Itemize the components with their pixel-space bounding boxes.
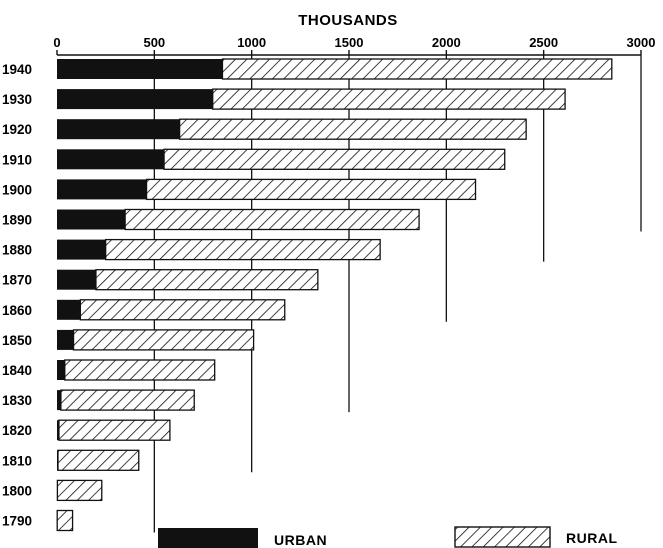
bar-rural-1940 <box>221 58 613 80</box>
bar-rural-1930 <box>212 88 566 110</box>
legend-swatch-urban <box>158 528 258 548</box>
bar-rural-1900 <box>145 178 477 201</box>
bar-urban-1880 <box>57 239 106 260</box>
bar-urban-1890 <box>57 209 126 230</box>
bar-urban-1940 <box>57 59 223 79</box>
x-tick-label: 3000 <box>627 35 656 50</box>
bar-urban-1910 <box>57 149 165 170</box>
category-label-1880: 1880 <box>2 243 32 258</box>
x-axis: 0 500 1000 1500 2000 2500 3000 <box>53 35 656 56</box>
bar-urban-1930 <box>57 89 213 110</box>
bar-rural-1910 <box>163 148 506 170</box>
bar-rural-1840 <box>64 359 216 381</box>
category-label-1900: 1900 <box>2 182 32 197</box>
bar-rural-1830 <box>60 389 195 411</box>
category-label-1890: 1890 <box>2 213 32 228</box>
category-label-1800: 1800 <box>2 483 32 498</box>
legend-label-rural: RURAL <box>566 530 618 546</box>
x-tick-label: 1500 <box>335 35 364 50</box>
bar-rural-1810 <box>57 449 140 471</box>
bar-rural-1890 <box>124 208 420 231</box>
x-tick-label: 2500 <box>529 35 558 50</box>
category-label-1920: 1920 <box>2 122 32 137</box>
category-label-1810: 1810 <box>2 453 32 468</box>
bar-rural-1820 <box>58 419 171 441</box>
category-label-1860: 1860 <box>2 303 32 318</box>
bar-rural-1920 <box>178 118 527 140</box>
x-tick-label: 2000 <box>432 35 461 50</box>
bar-urban-1900 <box>57 179 147 200</box>
category-label-1850: 1850 <box>2 333 32 348</box>
bar-urban-1850 <box>57 329 74 350</box>
chart-title: THOUSANDS <box>298 12 398 29</box>
category-label-1830: 1830 <box>2 393 32 408</box>
category-label-1790: 1790 <box>2 514 32 529</box>
y-axis-category-labels: 1940 1930 1920 1910 1900 1890 1880 1870 1860 1850… <box>2 62 32 529</box>
bar-urban-1920 <box>57 119 180 140</box>
legend-swatch-rural <box>454 526 551 548</box>
bar-rural-1880 <box>105 238 381 261</box>
bar-urban-1810 <box>57 450 58 471</box>
bar-urban-1860 <box>57 299 81 320</box>
bar-rural-1790 <box>56 509 74 532</box>
bar-rural-1870 <box>95 269 319 291</box>
bar-urban-1820 <box>57 420 59 441</box>
category-label-1910: 1910 <box>2 152 32 167</box>
x-tick-label: 0 <box>53 35 60 50</box>
bar-rural-1860 <box>79 299 286 321</box>
bar-urban-1830 <box>57 390 61 411</box>
x-tick-label: 1000 <box>237 35 266 50</box>
bar-series <box>56 58 613 532</box>
legend: URBAN RURAL <box>158 526 618 548</box>
bar-rural-1850 <box>72 329 255 351</box>
bar-urban-1870 <box>57 269 96 290</box>
bar-urban-1840 <box>57 360 65 380</box>
category-label-1940: 1940 <box>2 62 32 77</box>
category-label-1820: 1820 <box>2 423 32 438</box>
bar-rural-1800 <box>56 479 103 502</box>
category-label-1840: 1840 <box>2 363 32 378</box>
category-label-1930: 1930 <box>2 92 32 107</box>
x-tick-label: 500 <box>143 35 165 50</box>
category-label-1870: 1870 <box>2 273 32 288</box>
legend-label-urban: URBAN <box>274 532 327 548</box>
